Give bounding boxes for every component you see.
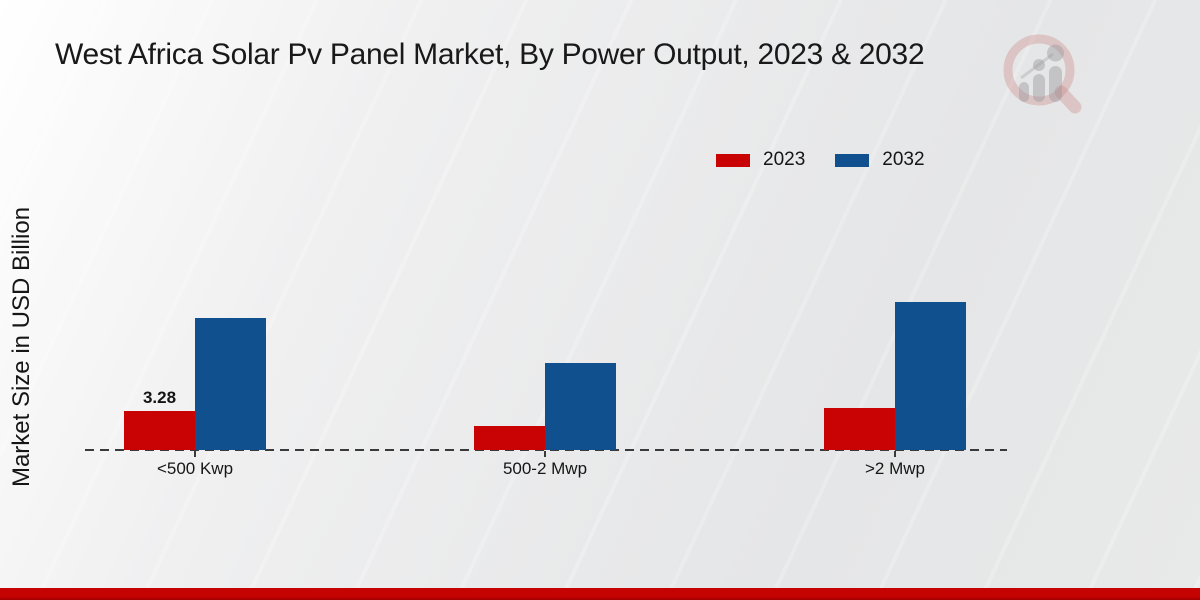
bar-2023-group3	[824, 408, 895, 450]
bar-2032-group2	[545, 363, 616, 450]
bar-2032-group1	[195, 317, 266, 450]
zero-baseline	[85, 449, 1007, 451]
legend: 2023 2032	[716, 149, 925, 171]
bar-2032-group3	[895, 301, 966, 450]
legend-swatch-2032-icon	[835, 153, 870, 167]
legend-swatch-2023-icon	[716, 153, 750, 167]
footer-red-band	[0, 588, 1200, 600]
x-axis-tick	[544, 451, 546, 457]
legend-item-2032: 2032	[835, 149, 925, 171]
x-axis-tick	[194, 451, 196, 457]
bar-2023-group1	[124, 411, 195, 450]
bar-2023-group2	[474, 426, 545, 450]
legend-label-2023: 2023	[763, 149, 806, 170]
x-axis-category-label: >2 Mwp	[865, 459, 925, 478]
chart-title: West Africa Solar Pv Panel Market, By Po…	[55, 38, 925, 71]
x-axis-tick	[894, 451, 896, 457]
x-axis-category-label: 500-2 Mwp	[502, 459, 588, 478]
magnifier-bar-chart-logo-icon	[1003, 34, 1082, 114]
legend-item-2023: 2023	[716, 149, 805, 171]
x-axis-category-label: <500 Kwp	[156, 459, 234, 478]
bar-value-label: 3.28	[142, 387, 177, 407]
legend-label-2032: 2032	[882, 149, 925, 170]
